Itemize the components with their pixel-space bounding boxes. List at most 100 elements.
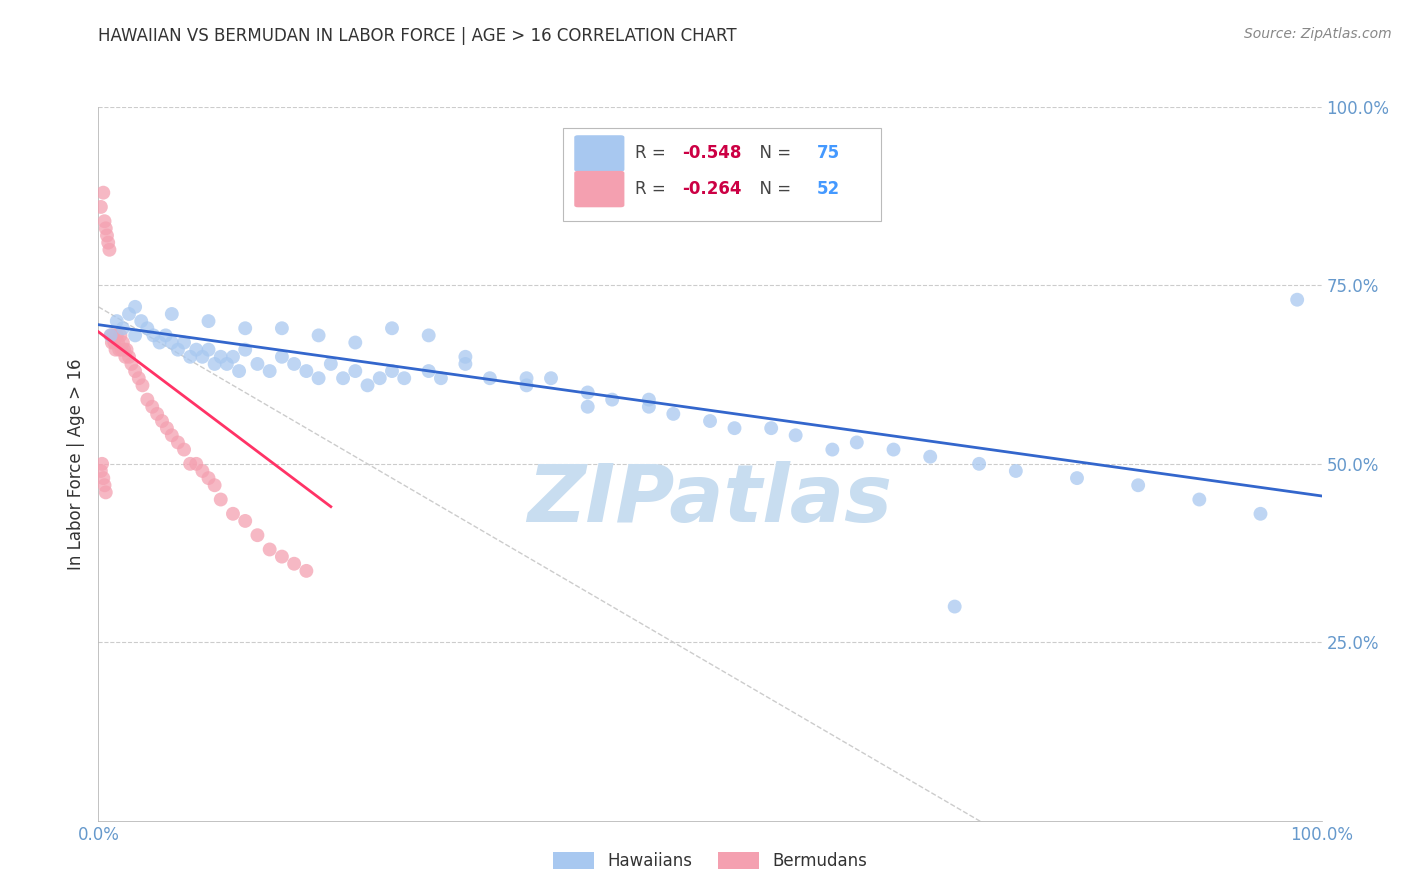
Point [368, 371, 391, 385]
Point [101, 335, 124, 350]
Point [197, 471, 219, 485]
Point [920, 450, 942, 464]
Point [101, 328, 124, 343]
Point [821, 442, 844, 457]
Point [94, 221, 117, 235]
Point [115, 343, 138, 357]
Point [90, 200, 112, 214]
Point [454, 350, 477, 364]
Point [114, 350, 136, 364]
Point [100, 328, 122, 343]
Point [515, 378, 537, 392]
Point [515, 371, 537, 385]
Point [93, 478, 115, 492]
Point [179, 350, 201, 364]
Point [270, 321, 294, 335]
Point [356, 378, 378, 392]
Point [124, 364, 146, 378]
Point [454, 357, 477, 371]
Point [110, 328, 132, 343]
Point [283, 357, 305, 371]
Point [332, 371, 354, 385]
Point [204, 478, 226, 492]
Text: -0.548: -0.548 [682, 145, 741, 162]
Point [699, 414, 721, 428]
Point [637, 392, 661, 407]
Point [283, 557, 305, 571]
Point [160, 428, 183, 442]
Point [173, 442, 195, 457]
Point [1004, 464, 1026, 478]
Point [540, 371, 562, 385]
Point [209, 350, 232, 364]
Point [191, 350, 214, 364]
Point [120, 357, 142, 371]
Point [845, 435, 868, 450]
Point [141, 400, 163, 414]
Text: R =: R = [636, 145, 672, 162]
FancyBboxPatch shape [574, 136, 624, 171]
Point [98, 243, 121, 257]
Point [1249, 507, 1271, 521]
Text: 52: 52 [817, 180, 839, 198]
Text: N =: N = [749, 180, 797, 198]
Point [142, 328, 165, 343]
Point [246, 357, 269, 371]
Text: HAWAIIAN VS BERMUDAN IN LABOR FORCE | AGE > 16 CORRELATION CHART: HAWAIIAN VS BERMUDAN IN LABOR FORCE | AG… [98, 27, 737, 45]
Point [204, 357, 226, 371]
Point [418, 364, 440, 378]
Point [392, 371, 416, 385]
Point [1066, 471, 1088, 485]
Point [381, 321, 404, 335]
Point [118, 307, 141, 321]
Point [124, 328, 146, 343]
Point [128, 371, 150, 385]
Point [105, 328, 128, 343]
Point [662, 407, 685, 421]
Point [91, 186, 114, 200]
Point [167, 435, 190, 450]
Point [91, 457, 114, 471]
Point [723, 421, 745, 435]
Point [160, 335, 183, 350]
Point [761, 421, 783, 435]
Text: R =: R = [636, 180, 672, 198]
Point [883, 442, 905, 457]
Legend: Hawaiians, Bermudans: Hawaiians, Bermudans [546, 845, 875, 877]
Point [344, 364, 367, 378]
Point [100, 328, 122, 343]
Point [215, 357, 238, 371]
Point [1188, 492, 1211, 507]
Point [124, 300, 146, 314]
FancyBboxPatch shape [564, 128, 882, 221]
Point [93, 214, 115, 228]
Text: -0.264: -0.264 [682, 180, 741, 198]
Point [576, 385, 599, 400]
Point [344, 335, 367, 350]
Point [111, 335, 134, 350]
Point [259, 542, 281, 557]
Point [131, 378, 153, 392]
Point [637, 400, 661, 414]
Point [136, 321, 159, 335]
Point [97, 235, 120, 250]
Point [233, 321, 256, 335]
Point [943, 599, 966, 614]
Point [149, 335, 172, 350]
Point [967, 457, 990, 471]
Text: Source: ZipAtlas.com: Source: ZipAtlas.com [1244, 27, 1392, 41]
Point [222, 350, 245, 364]
Point [191, 464, 214, 478]
Point [295, 564, 318, 578]
Point [197, 314, 219, 328]
Point [228, 364, 250, 378]
Point [308, 371, 330, 385]
Point [94, 485, 117, 500]
Text: N =: N = [749, 145, 797, 162]
Point [96, 228, 118, 243]
Point [430, 371, 453, 385]
Point [308, 328, 330, 343]
Point [478, 371, 501, 385]
Point [418, 328, 440, 343]
Point [233, 514, 256, 528]
